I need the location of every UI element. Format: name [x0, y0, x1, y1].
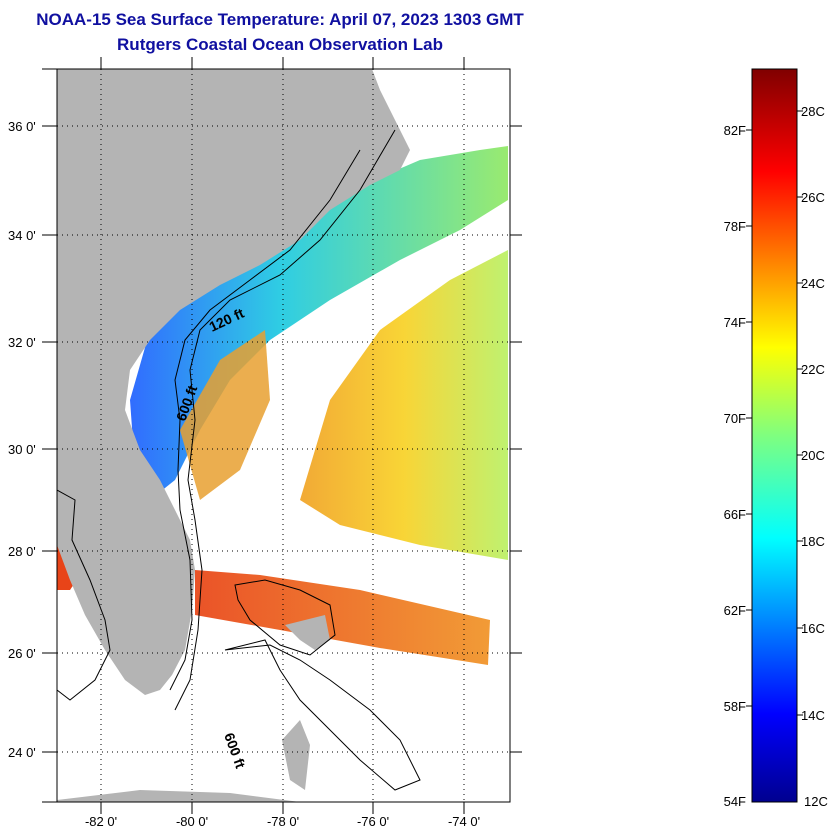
colorbar-label-c: 20C [801, 448, 825, 463]
colorbar: 82F 78F 74F 70F 66F 62F 58F 54F 28C 26C … [724, 68, 828, 809]
lon-label: -80 0' [176, 814, 208, 829]
lon-label: -78 0' [267, 814, 299, 829]
contour-florida-shelf [57, 489, 111, 701]
grand-bahama [285, 615, 330, 650]
cuba-edge [57, 790, 300, 802]
lat-label: 30 0' [8, 442, 36, 457]
colorbar-label-f: 66F [724, 507, 746, 522]
lat-label: 32 0' [8, 335, 36, 350]
colorbar-label-f: 58F [724, 699, 746, 714]
lat-label: 24 0' [8, 745, 36, 760]
sst-swath-south [195, 570, 490, 665]
colorbar-label-c: 12C [804, 794, 828, 809]
colorbar-label-f: 70F [724, 411, 746, 426]
bahamas-island [282, 720, 310, 790]
colorbar-label-c: 24C [801, 276, 825, 291]
colorbar-label-c: 26C [801, 190, 825, 205]
colorbar-label-c: 16C [801, 621, 825, 636]
lat-label: 26 0' [8, 646, 36, 661]
lon-label: -76 0' [357, 814, 389, 829]
land-mass [57, 69, 410, 695]
colorbar-label-c: 18C [801, 534, 825, 549]
lon-label: -82 0' [85, 814, 117, 829]
lon-label: -74 0' [448, 814, 480, 829]
colorbar-label-f: 54F [724, 794, 746, 809]
colorbar-label-f: 74F [724, 315, 746, 330]
colorbar-label-c: 22C [801, 362, 825, 377]
sst-swath-north [130, 146, 508, 500]
map-grid [57, 69, 510, 802]
sst-swath-central [300, 250, 508, 560]
colorbar-label-c: 14C [801, 708, 825, 723]
frame-ticks [42, 57, 522, 814]
lat-label: 34 0' [8, 228, 36, 243]
colorbar-label-c: 28C [801, 104, 825, 119]
lat-label: 36 0' [8, 119, 36, 134]
colorbar-gradient [751, 68, 798, 803]
map-plot-area: 120 ft 600 ft 600 ft [57, 69, 510, 802]
lat-label: 28 0' [8, 544, 36, 559]
colorbar-label-f: 62F [724, 603, 746, 618]
sst-swath-west [180, 330, 270, 500]
colorbar-label-f: 78F [724, 219, 746, 234]
map-subtitle: Rutgers Coastal Ocean Observation Lab [117, 35, 443, 54]
colorbar-label-f: 82F [724, 123, 746, 138]
map-title: NOAA-15 Sea Surface Temperature: April 0… [36, 10, 524, 29]
